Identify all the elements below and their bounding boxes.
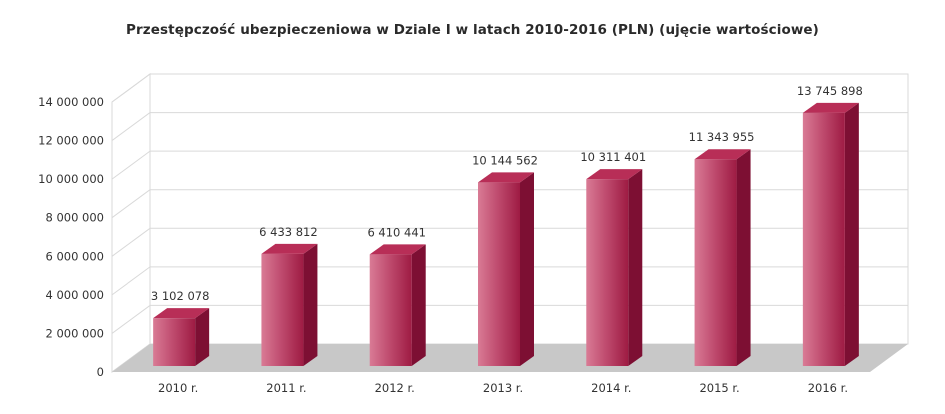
y-axis: 0 2 000 000 4 000 000 6 000 000 8 000 000 10 …	[38, 95, 104, 379]
bar	[153, 308, 210, 366]
gridline-side	[111, 305, 151, 334]
y-tick-label: 2 000 000	[45, 326, 104, 340]
bar	[478, 172, 534, 366]
y-tick-label: 12 000 000	[38, 134, 104, 148]
side-wall	[111, 73, 151, 373]
gridline-side	[111, 150, 151, 180]
bar	[369, 244, 426, 366]
x-tick-label: 2010 r.	[158, 381, 198, 395]
data-label: 10 311 401	[580, 150, 646, 164]
data-label: 13 745 898	[797, 84, 863, 98]
y-tick-label: 8 000 000	[45, 211, 104, 225]
x-tick-label: 2011 r.	[266, 381, 306, 395]
bar-front	[478, 182, 520, 366]
bar-front	[261, 253, 304, 366]
bar-top	[802, 102, 859, 113]
x-tick-label: 2012 r.	[375, 381, 415, 395]
bars	[153, 102, 859, 366]
bar-side	[844, 102, 859, 366]
bar-top	[586, 169, 643, 180]
gridline-side	[111, 73, 151, 103]
x-tick-label: 2015 r.	[699, 381, 739, 395]
data-labels: 3 102 078 6 433 812 6 410 441 10 144 562 10 …	[151, 84, 863, 303]
bar-top	[694, 149, 751, 160]
bar	[586, 169, 643, 366]
y-tick-label: 6 000 000	[45, 249, 104, 263]
bar-top	[153, 308, 210, 319]
bar-side	[736, 149, 751, 366]
x-axis: 2010 r. 2011 r. 2012 r. 2013 r. 2014 r. 2015 …	[158, 381, 848, 395]
y-tick-label: 14 000 000	[38, 95, 104, 109]
bar-side	[628, 169, 643, 366]
bar-top	[261, 243, 318, 254]
bar-side	[303, 243, 318, 366]
bar-top	[478, 172, 534, 183]
gridline-side	[111, 227, 151, 257]
bar-front	[694, 159, 737, 366]
data-label: 3 102 078	[151, 289, 210, 303]
x-tick-label: 2014 r.	[591, 381, 631, 395]
data-label: 10 144 562	[472, 153, 538, 167]
x-tick-label: 2016 r.	[808, 381, 848, 395]
data-label: 11 343 955	[689, 130, 755, 144]
y-tick-label: 0	[97, 365, 104, 379]
chart-title: Przestępczość ubezpieczeniowa w Dziale I…	[126, 22, 819, 38]
bar	[802, 102, 859, 366]
bar-front	[802, 112, 845, 366]
bar-side	[411, 244, 426, 366]
bar	[694, 149, 751, 366]
bar-side	[520, 172, 534, 366]
gridline-side	[111, 266, 151, 296]
gridline-side	[111, 189, 151, 219]
bar-side	[195, 308, 210, 366]
x-tick-label: 2013 r.	[483, 381, 523, 395]
bar-front	[586, 179, 629, 366]
data-label: 6 410 441	[367, 225, 426, 239]
bar-front	[369, 254, 412, 366]
bar	[261, 243, 318, 366]
gridline-side	[111, 112, 151, 141]
bar-front	[153, 318, 196, 366]
data-label: 6 433 812	[259, 225, 318, 239]
bar-top	[369, 244, 426, 255]
y-tick-label: 10 000 000	[38, 172, 104, 186]
y-tick-label: 4 000 000	[45, 288, 104, 302]
